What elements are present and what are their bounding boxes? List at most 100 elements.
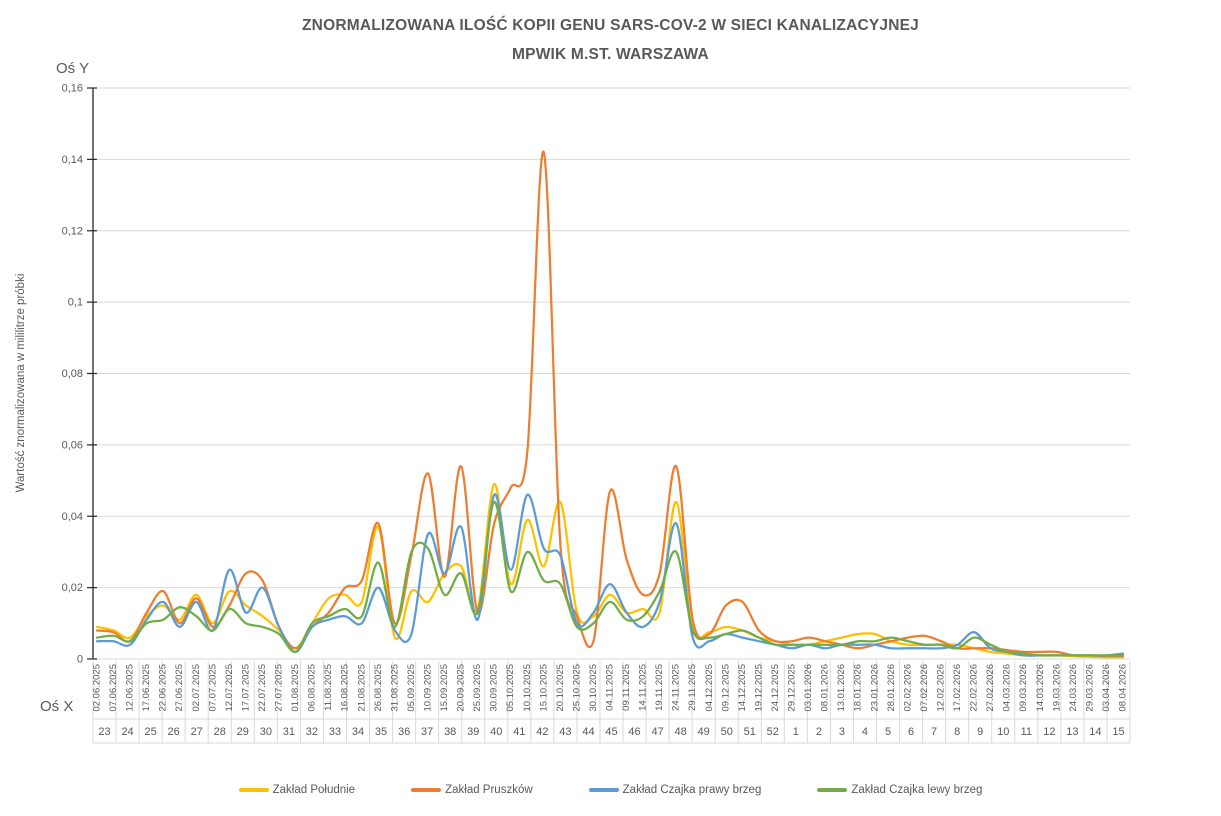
x-date-label: 09.12.2025 <box>720 664 731 712</box>
x-date-label: 11.08.2025 <box>323 664 334 711</box>
week-number-label: 33 <box>329 726 341 738</box>
x-date-label: 06.08.2025 <box>307 664 318 712</box>
week-number-label: 10 <box>997 726 1009 738</box>
y-tick-label: 0,08 <box>62 368 83 380</box>
y-axis-ticks: 0 0,02 0,04 0,06 0,08 0,1 0,12 0,14 0,16 <box>62 83 97 666</box>
x-date-label: 01.08.2025 <box>290 664 301 712</box>
x-date-label: 17.02.2026 <box>952 664 963 712</box>
x-date-label: 29.12.2025 <box>787 664 798 712</box>
week-number-label: 42 <box>536 726 548 738</box>
week-number-label: 50 <box>721 726 733 738</box>
week-number-label: 30 <box>260 726 272 738</box>
x-date-label: 12.07.2025 <box>224 664 235 712</box>
x-date-label: 27.06.2025 <box>174 664 185 712</box>
week-number-label: 35 <box>375 726 387 738</box>
legend-line-marker-green <box>817 788 848 792</box>
x-date-label: 19.03.2026 <box>1051 664 1062 712</box>
legend-item-zaklad-pruszkow: Zakład Pruszków <box>411 784 533 796</box>
week-number-label: 41 <box>513 726 525 738</box>
x-date-label: 27.02.2026 <box>985 664 996 712</box>
week-number-label: 37 <box>421 726 433 738</box>
week-number-label: 11 <box>1021 726 1032 738</box>
week-number-label: 48 <box>675 726 687 738</box>
week-number-label: 28 <box>214 726 226 738</box>
x-date-label: 27.07.2025 <box>274 664 285 712</box>
legend-label: Zakład Pruszków <box>445 784 533 796</box>
x-date-label: 25.09.2025 <box>472 664 483 712</box>
legend-label: Zakład Czajka lewy brzeg <box>851 784 983 796</box>
week-number-label: 39 <box>467 726 479 738</box>
x-date-label: 17.06.2025 <box>141 664 152 712</box>
x-date-label: 13.01.2026 <box>836 664 847 712</box>
week-number-label: 7 <box>931 726 937 738</box>
week-number-label: 40 <box>490 726 502 738</box>
legend-item-zaklad-poludnie: Zakład Południe <box>238 784 355 796</box>
week-number-label: 31 <box>283 726 295 738</box>
x-date-label: 04.12.2025 <box>704 664 715 712</box>
week-number-label: 36 <box>398 726 410 738</box>
series-line-zak-ad-czajka-lewy-brzeg <box>95 500 1125 657</box>
x-date-label: 03.04.2026 <box>1101 664 1112 712</box>
series-line-zak-ad-pruszk-w <box>95 150 1125 658</box>
x-date-label: 10.09.2025 <box>422 664 433 712</box>
x-axis-name-label: Oś X <box>40 698 74 715</box>
y-tick-label: 0 <box>77 654 83 666</box>
x-date-label: 29.03.2026 <box>1084 664 1095 712</box>
x-date-label: 02.07.2025 <box>191 664 202 712</box>
x-date-label: 07.06.2025 <box>108 664 119 712</box>
x-date-label: 19.12.2025 <box>753 664 764 712</box>
week-number-label: 34 <box>352 726 364 738</box>
y-axis-name-label: Oś Y <box>56 60 90 77</box>
week-number-label: 27 <box>191 726 203 738</box>
x-axis-date-labels: 02.06.2025 07.06.2025 12.06.2025 17.06.2025… <box>92 664 1129 712</box>
chart-title: ZNORMALIZOWANA ILOŚĆ KOPII GENU SARS-COV… <box>0 12 1221 69</box>
x-date-label: 04.11.2025 <box>605 664 616 711</box>
week-number-label: 13 <box>1066 726 1078 738</box>
y-tick-label: 0,16 <box>62 83 83 95</box>
x-date-label: 05.10.2025 <box>505 664 516 712</box>
week-number-label: 1 <box>793 726 799 738</box>
week-number-label: 15 <box>1112 726 1124 738</box>
x-date-label: 07.07.2025 <box>207 664 218 712</box>
x-date-label: 30.09.2025 <box>489 664 500 712</box>
x-axis-week-table: 23 24 25 26 27 28 29 30 31 32 33 34 35 36 37 38 39 40 41 42… <box>92 661 1131 744</box>
x-date-label: 26.08.2025 <box>373 664 384 712</box>
x-date-label: 15.10.2025 <box>538 664 549 712</box>
week-number-label: 47 <box>651 726 663 738</box>
week-number-label: 45 <box>605 726 617 738</box>
x-date-label: 12.02.2026 <box>935 664 946 712</box>
x-date-label: 04.03.2026 <box>1002 664 1013 712</box>
week-number-label: 26 <box>168 726 180 738</box>
x-date-label: 12.06.2025 <box>125 664 136 712</box>
x-date-label: 09.11.2025 <box>621 664 632 711</box>
week-number-label: 49 <box>698 726 710 738</box>
x-date-label: 23.01.2026 <box>869 664 880 712</box>
x-date-label: 28.01.2026 <box>886 664 897 712</box>
x-date-label: 08.04.2026 <box>1118 664 1129 712</box>
x-date-label: 09.03.2026 <box>1018 664 1029 712</box>
week-number-label: 9 <box>977 726 983 738</box>
x-date-label: 24.03.2026 <box>1068 664 1079 712</box>
x-date-label: 03.01.2026 <box>803 664 814 712</box>
week-number-label: 6 <box>908 726 914 738</box>
x-date-label: 24.12.2025 <box>770 664 781 712</box>
x-date-label: 16.08.2025 <box>340 664 351 712</box>
y-tick-label: 0,14 <box>62 154 83 166</box>
week-number-label: 12 <box>1043 726 1055 738</box>
x-date-label: 18.01.2026 <box>853 664 864 712</box>
week-number-label: 38 <box>444 726 456 738</box>
x-date-label: 20.09.2025 <box>456 664 467 712</box>
legend-label: Zakład Czajka prawy brzeg <box>622 784 762 796</box>
y-tick-label: 0,06 <box>62 439 83 451</box>
y-tick-label: 0,1 <box>68 297 83 309</box>
x-date-label: 19.11.2025 <box>654 664 665 711</box>
legend-line-marker-yellow <box>238 788 269 792</box>
x-date-label: 24.11.2025 <box>671 664 682 711</box>
chart-title-line2: MPWIK M.ST. WARSZAWA <box>512 45 709 63</box>
x-date-label: 29.11.2025 <box>687 664 698 711</box>
week-number-label: 25 <box>144 726 156 738</box>
x-date-label: 22.07.2025 <box>257 664 268 712</box>
week-number-label: 52 <box>767 726 779 738</box>
